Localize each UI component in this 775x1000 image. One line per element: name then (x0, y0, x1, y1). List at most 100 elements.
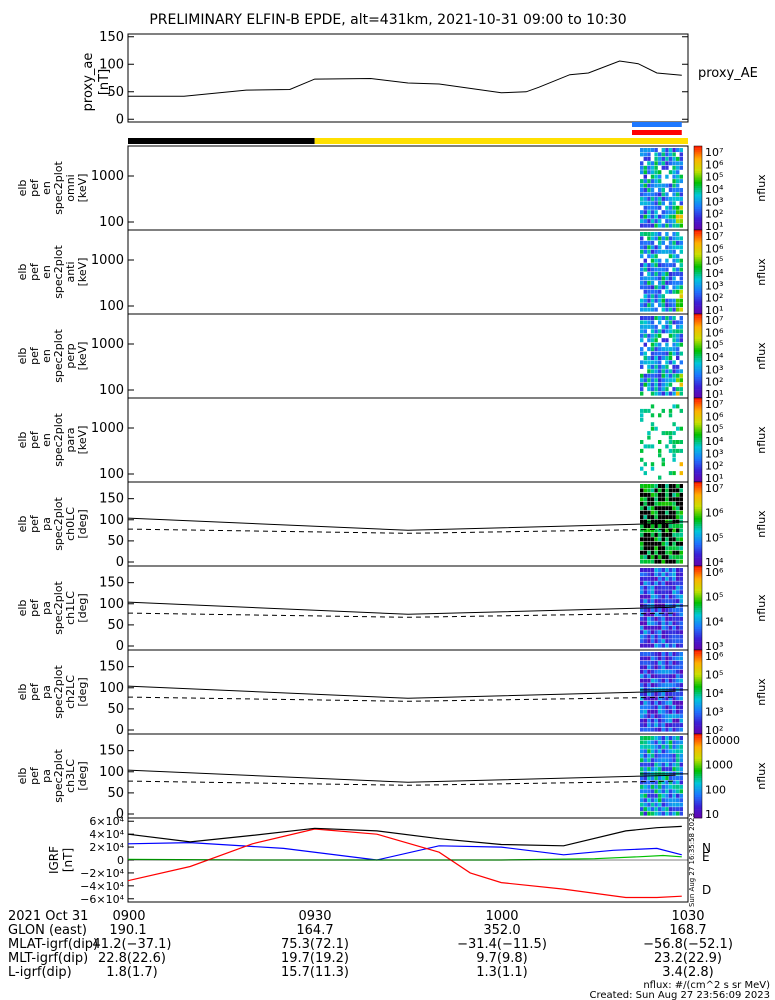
heatmap-cell (661, 546, 665, 551)
heatmap-cell (640, 373, 644, 378)
heatmap-cell (643, 183, 647, 188)
colorbar-segment (694, 450, 702, 453)
heatmap-cell (679, 789, 683, 794)
heatmap-cell (647, 165, 651, 170)
heatmap-cell (679, 652, 683, 656)
heatmap-cell (640, 497, 644, 502)
heatmap-cell (658, 298, 662, 303)
heatmap-cell (640, 506, 644, 511)
panel-frame (127, 649, 689, 735)
heatmap-cell (640, 272, 644, 276)
colorbar-segment (694, 213, 702, 216)
heatmap-cell (640, 214, 644, 219)
colorbar-tick-label: 10⁵ (705, 669, 723, 682)
heatmap-cell (676, 179, 680, 184)
heatmap-cell (676, 258, 680, 263)
heatmap-cell (672, 576, 676, 581)
heatmap-cell (676, 272, 680, 276)
footer-units-note: nflux: #/(cm^2 s sr MeV) (643, 980, 770, 991)
heatmap-cell (658, 369, 662, 374)
colorbar-segment (694, 467, 702, 470)
heatmap-cell (650, 762, 655, 767)
heatmap-cell (643, 798, 647, 803)
heatmap-cell (661, 201, 665, 206)
heatmap-cell (643, 546, 647, 551)
heatmap-cell (679, 258, 683, 263)
heatmap-cell (650, 665, 655, 670)
heatmap-cell (650, 683, 655, 688)
heatmap-cell (676, 700, 680, 705)
heatmap-cell (647, 431, 651, 436)
heatmap-cell (672, 652, 676, 656)
heatmap-cell (679, 692, 683, 696)
heatmap-cell (640, 718, 644, 723)
heatmap-cell (654, 753, 658, 758)
heatmap-cell (643, 360, 647, 365)
heatmap-cell (650, 382, 655, 387)
heatmap-cell (665, 559, 669, 564)
colorbar-segment (694, 410, 702, 413)
heatmap-cell (679, 245, 683, 250)
heatmap-cell (654, 590, 658, 595)
heatmap-cell (650, 625, 655, 630)
heatmap-cell (676, 652, 680, 656)
heatmap-cell (672, 714, 676, 719)
heatmap-cell (640, 387, 644, 392)
heatmap-cell (654, 249, 658, 254)
panel-ylabel-line: pa (40, 601, 53, 615)
heatmap-cell (647, 360, 651, 365)
heatmap-cell (672, 555, 676, 560)
heatmap-cell (650, 232, 655, 236)
heatmap-cell (650, 280, 655, 285)
heatmap-cell (647, 599, 651, 604)
heatmap-cell (665, 723, 669, 728)
heatmap-cell (647, 249, 651, 254)
panel-ylabel-line: pef (28, 682, 41, 701)
panel-ytick-label: 0 (116, 723, 124, 738)
heatmap-cell (647, 532, 651, 537)
heatmap-cell (640, 192, 644, 197)
heatmap-cell (650, 696, 655, 701)
heatmap-cell (679, 303, 683, 308)
colorbar-segment (694, 236, 702, 239)
heatmap-cell (672, 364, 676, 369)
heatmap-cell (672, 391, 676, 396)
heatmap-cell (643, 678, 647, 683)
colorbar-segment (694, 179, 702, 182)
heatmap-cell (668, 329, 673, 334)
footer-glon-value-0: 190.1 (109, 923, 146, 938)
heatmap-cell (654, 263, 658, 268)
heatmap-cell (654, 382, 658, 387)
heatmap-cell (650, 784, 655, 789)
heatmap-cell (650, 329, 655, 334)
panel-ylabel-line: anti (64, 261, 77, 282)
colorbar-segment (694, 740, 702, 743)
heatmap-cell (679, 351, 683, 356)
heatmap-cell (640, 541, 644, 546)
heatmap-cell (672, 148, 676, 152)
panel-ytick-label: 100 (99, 513, 124, 528)
heatmap-cell (668, 696, 673, 701)
heatmap-cell (658, 524, 662, 528)
heatmap-cell (679, 223, 683, 228)
colorbar-segment (694, 513, 702, 516)
heatmap-cell (661, 267, 665, 272)
heatmap-cell (679, 660, 683, 665)
proxy-ae-frame (127, 33, 689, 123)
heatmap-cell (668, 201, 673, 206)
heatmap-cell (643, 656, 647, 661)
heatmap-cell (654, 156, 658, 161)
heatmap-cell (665, 630, 669, 635)
heatmap-cell (654, 214, 658, 219)
heatmap-cell (665, 316, 669, 320)
heatmap-cell (640, 656, 644, 661)
heatmap-cell (668, 634, 673, 639)
heatmap-cell (647, 240, 651, 245)
heatmap-cell (668, 793, 673, 798)
colorbar-segment (694, 473, 702, 476)
colorbar-tick-label: 10⁴ (705, 556, 724, 569)
heatmap-cell (665, 165, 669, 170)
